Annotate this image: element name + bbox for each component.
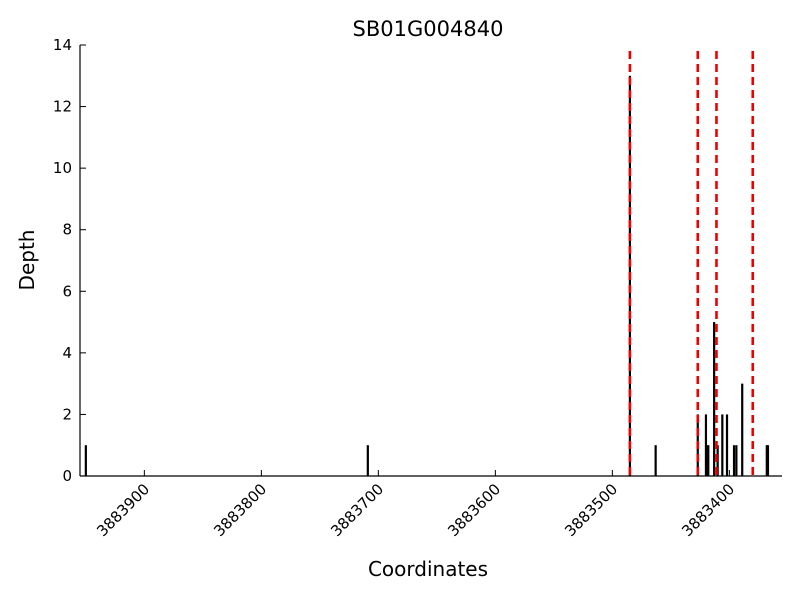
depth-bar (366, 445, 369, 476)
depth-bar (725, 414, 729, 476)
reference-lines (628, 51, 755, 476)
y-tick-label: 2 (62, 405, 72, 423)
x-axis-label: Coordinates (368, 557, 488, 581)
depth-bar (706, 445, 709, 476)
x-tick-label: 3883900 (93, 480, 153, 540)
depth-bar (732, 445, 736, 476)
depth-bar (741, 383, 744, 476)
depth-bar (766, 445, 770, 476)
x-tick-label: 3883400 (678, 480, 738, 540)
depth-bar (707, 445, 710, 476)
x-tick-label: 3883800 (210, 480, 270, 540)
depth-bar (735, 445, 738, 476)
y-tick-label: 12 (53, 98, 72, 116)
bar-series (84, 75, 770, 476)
depth-bar (84, 445, 87, 476)
x-tick-label: 3883700 (327, 480, 387, 540)
depth-bar (654, 445, 657, 476)
axes (79, 45, 782, 477)
depth-bar (713, 322, 716, 476)
x-tick-label: 3883500 (561, 480, 621, 540)
y-tick-label: 0 (62, 467, 72, 485)
y-ticks: 0 2 4 6 8 10 12 14 (53, 36, 86, 485)
depth-bar (721, 414, 724, 476)
y-tick-label: 10 (53, 159, 72, 177)
depth-bar (765, 445, 768, 476)
y-tick-label: 8 (62, 221, 72, 239)
y-tick-label: 4 (62, 344, 72, 362)
y-tick-label: 14 (53, 36, 72, 54)
chart-title: SB01G004840 (353, 17, 504, 41)
x-tick-label: 3883600 (444, 480, 504, 540)
y-tick-label: 6 (62, 282, 72, 300)
depth-bar (704, 414, 708, 476)
y-axis-label: Depth (15, 230, 39, 291)
x-ticks: 3883900 3883800 3883700 3883600 3883500 38834… (93, 470, 738, 540)
